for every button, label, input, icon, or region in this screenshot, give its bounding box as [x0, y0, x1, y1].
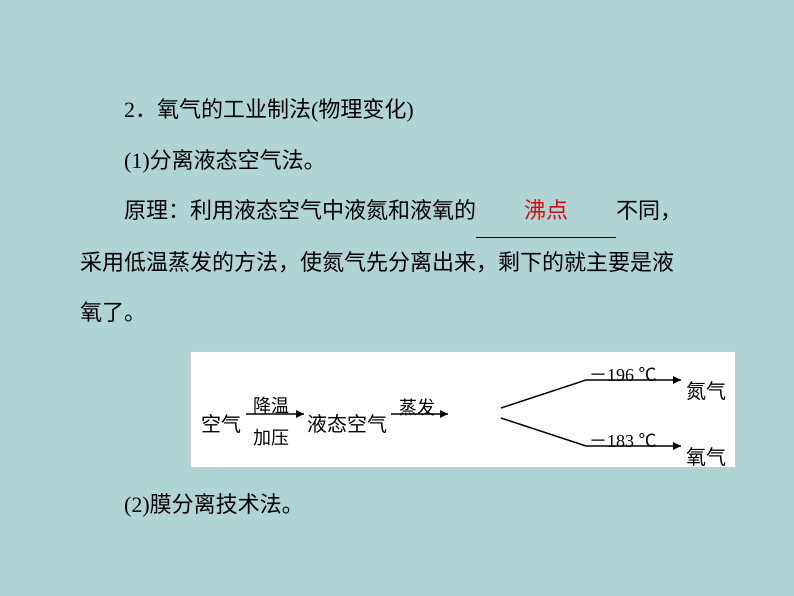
diagram-temp-n: －196 ℃: [589, 355, 657, 396]
fill-blank: 沸点: [476, 186, 616, 238]
answer-text: 沸点: [524, 198, 568, 223]
diagram-temp-o: －183 ℃: [589, 421, 657, 462]
diagram-liquid-air: 液态空气: [307, 402, 387, 448]
diagram-evaporate: 蒸发: [399, 388, 435, 429]
diagram-nitrogen: 氮气: [686, 369, 726, 415]
diagram-pressure: 加压: [253, 418, 289, 459]
process-diagram: 空气 降温 加压 液态空气 蒸发 －196 ℃ 氮气 －183 ℃ 氧气: [190, 351, 736, 468]
principle-line2: 采用低温蒸发的方法，使氮气先分离出来，剩下的就主要是液: [80, 238, 734, 289]
section-title: 2．氧气的工业制法(物理变化): [80, 85, 734, 136]
diagram-oxygen: 氧气: [686, 435, 726, 481]
principle-suffix: 不同，: [616, 198, 682, 223]
principle-prefix: 原理：利用液态空气中液氮和液氧的: [124, 198, 476, 223]
principle-line1: 原理：利用液态空气中液氮和液氧的 沸点 不同，: [80, 186, 734, 238]
principle-line3: 氧了。: [80, 288, 734, 339]
method2-title: (2)膜分离技术法。: [80, 480, 734, 531]
method1-title: (1)分离液态空气法。: [80, 136, 734, 187]
diagram-air: 空气: [201, 402, 241, 448]
